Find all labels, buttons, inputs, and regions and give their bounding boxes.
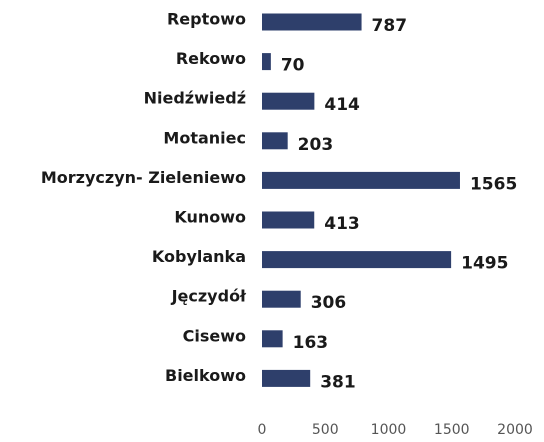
- y-tick-label: Cisewo: [183, 326, 246, 345]
- bar: [262, 13, 362, 31]
- x-tick-label: 1500: [434, 422, 470, 438]
- value-label: 203: [298, 135, 334, 155]
- bar: [262, 290, 301, 308]
- value-label: 381: [320, 372, 356, 392]
- value-label: 163: [293, 333, 329, 353]
- bar: [262, 92, 315, 110]
- bar: [262, 171, 460, 189]
- bar: [262, 132, 288, 150]
- bar: [262, 369, 311, 387]
- y-tick-label: Morzyczyn- Zieleniewo: [41, 168, 246, 187]
- value-label: 306: [311, 293, 347, 313]
- bar: [262, 251, 452, 269]
- y-tick-label: Reptowo: [167, 10, 246, 29]
- y-tick-label: Kunowo: [174, 208, 246, 227]
- y-tick-label: Motaniec: [163, 128, 246, 147]
- x-tick-label: 500: [312, 422, 339, 438]
- value-label: 70: [281, 56, 305, 76]
- y-tick-label: Rekowo: [176, 49, 246, 68]
- value-label: 1495: [461, 254, 508, 274]
- y-tick-label: Bielkowo: [165, 366, 246, 385]
- x-tick-label: 2000: [497, 422, 533, 438]
- value-label: 787: [372, 16, 408, 36]
- value-label: 414: [324, 95, 360, 115]
- y-tick-label: Niedźwiedź: [144, 89, 246, 108]
- x-tick-label: 0: [258, 422, 267, 438]
- bar: [262, 53, 271, 71]
- bar: [262, 211, 315, 229]
- y-tick-label: Jęczydół: [171, 287, 247, 306]
- x-tick-label: 1000: [371, 422, 407, 438]
- value-label: 413: [324, 214, 360, 234]
- y-tick-label: Kobylanka: [152, 247, 246, 266]
- value-label: 1565: [470, 174, 517, 194]
- bar: [262, 330, 283, 348]
